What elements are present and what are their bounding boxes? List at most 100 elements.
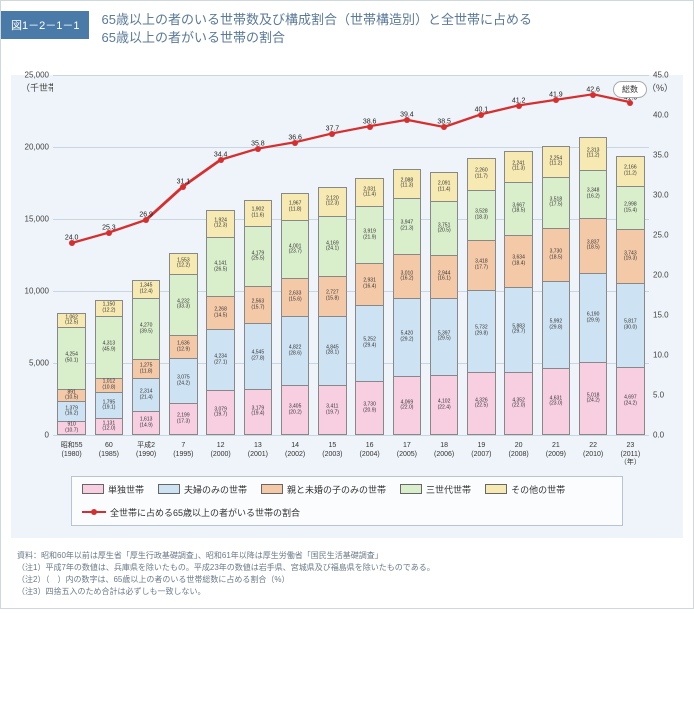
- note-line: （注1）平成7年の数値は、兵庫県を除いたもの。平成23年の数値は岩手県、宮城県及…: [17, 562, 677, 574]
- bar-segment-value: 4,845(28.1): [326, 345, 339, 356]
- bar-segment-value: 1,150(12.2): [102, 303, 115, 314]
- bar-segment-three: 3,919(21.9): [355, 207, 383, 263]
- legend-item-line: 全世帯に占める65歳以上の者がいる世帯の割合: [82, 506, 300, 519]
- x-tick: 16(2004): [351, 439, 388, 467]
- line-value-label: 36.6: [288, 134, 302, 141]
- bar-segment-value: 3,348(16.2): [587, 189, 600, 200]
- legend-item-single: 単独世帯: [82, 483, 144, 496]
- bar-column: 2,260(11.7)3,528(18.3)3,418(17.7)5,732(2…: [463, 158, 500, 435]
- bar-segment-value: 1,795(19.1): [102, 400, 115, 411]
- bar-segment-three: 3,348(16.2): [579, 171, 607, 219]
- plot-region: 05,00010,00015,00020,00025,0000.05.010.0…: [53, 75, 649, 435]
- bar-segment-value: 3,179(19.4): [251, 406, 264, 417]
- bar-segment-three: 4,254(50.1): [57, 328, 85, 389]
- bar-segment-single: 3,411(19.7): [318, 386, 346, 435]
- bar-segment-value: 1,131(12.0): [102, 421, 115, 432]
- bar-segment-couple: 5,817(30.0): [616, 284, 644, 368]
- y-right-tick: 5.0: [649, 391, 664, 400]
- y-right-axis-label: （%）: [647, 81, 673, 94]
- bar-segment-single: 5,018(24.2): [579, 363, 607, 435]
- figure-title-line1: 65歳以上の者のいる世帯数及び構成割合（世帯構造別）と全世帯に占める: [101, 12, 531, 27]
- bar-segment-other: 1,062(12.5): [57, 313, 85, 328]
- bar-segment-value: 1,636(12.9): [177, 342, 190, 353]
- bar-segment-other: 2,241(11.3): [504, 151, 532, 183]
- x-tick: 18(2006): [426, 439, 463, 467]
- bar-segment-three: 3,947(21.3): [393, 199, 421, 256]
- bar-segment-couple: 6,190(29.9): [579, 274, 607, 363]
- bar-segment-value: 910(10.7): [65, 423, 78, 434]
- bar-column: 1,924(12.3)4,141(26.5)2,268(14.5)4,234(2…: [202, 210, 239, 435]
- bar-column: 2,091(11.4)3,751(20.5)2,944(16.1)5,397(2…: [426, 172, 463, 435]
- bar-segment-value: 2,241(11.3): [512, 161, 525, 172]
- bar-segment-value: 3,730(18.5): [549, 250, 562, 261]
- bar-column: 1,902(11.6)4,179(25.5)2,563(15.7)4,545(2…: [239, 200, 276, 436]
- bar-segment-parent: 2,563(15.7): [244, 287, 272, 324]
- bar-segment-value: 2,120(12.3): [326, 196, 339, 207]
- line-value-label: 39.4: [400, 112, 414, 119]
- bar-segment-single: 910(10.7): [57, 422, 85, 435]
- line-value-label: 35.8: [251, 141, 265, 148]
- x-tick: 平成2(1990): [128, 439, 165, 467]
- y-right-tick: 10.0: [649, 351, 669, 360]
- bar-segment-value: 2,998(15.4): [624, 203, 637, 214]
- bar-segment-parent: 2,268(14.5): [206, 297, 234, 330]
- bar-segment-value: 4,631(23.0): [549, 396, 562, 407]
- bar-segment-other: 2,088(11.3): [393, 169, 421, 199]
- bar-segment-other: 2,166(11.2): [616, 156, 644, 187]
- source-notes: 資料：昭和60年以前は厚生省「厚生行政基礎調査」、昭和61年以降は厚生労働省「国…: [1, 546, 693, 600]
- bar-segment-value: 4,141(26.5): [214, 262, 227, 273]
- bar-segment-value: 4,232(33.3): [177, 299, 190, 310]
- bar-segment-three: 4,001(23.7): [281, 221, 309, 279]
- bar-segment-other: 1,967(11.8): [281, 193, 309, 221]
- bar-segment-value: 3,075(24.2): [177, 376, 190, 387]
- bar-segment-value: 1,902(11.6): [252, 208, 265, 219]
- bar-segment-value: 2,314(21.4): [140, 390, 153, 401]
- gridline: [53, 75, 649, 76]
- y-right-tick: 40.0: [649, 111, 669, 120]
- x-tick: 12(2000): [202, 439, 239, 467]
- bar-segment-value: 3,667(18.5): [512, 203, 525, 214]
- bar-segment-value: 4,352(22.0): [512, 398, 525, 409]
- bar-segment-other: 1,902(11.6): [244, 200, 272, 227]
- x-tick: 23(2011) （年）: [612, 439, 649, 467]
- bar-segment-other: 2,091(11.4): [430, 172, 458, 202]
- bar-segment-couple: 4,845(28.1): [318, 317, 346, 387]
- bar-segment-parent: 2,633(15.6): [281, 279, 309, 317]
- figure-card: 図1－2－1－1 65歳以上の者のいる世帯数及び構成割合（世帯構造別）と全世帯に…: [0, 0, 694, 609]
- bar-segment-single: 4,069(22.0): [393, 377, 421, 436]
- x-axis-ticks: 昭和55(1980)60(1985)平成2(1990)7(1995)12(200…: [53, 439, 649, 467]
- bar-segment-value: 4,697(24.2): [624, 396, 637, 407]
- bar-segment-value: 4,313(45.9): [102, 342, 115, 353]
- bar-segment-value: 2,563(15.7): [251, 300, 264, 311]
- bar-segment-three: 4,141(26.5): [206, 238, 234, 298]
- bar-segment-value: 3,730(20.9): [363, 403, 376, 414]
- line-value-label: 31.1: [177, 178, 191, 185]
- bar-column: 2,166(11.2)2,998(15.4)3,743(19.3)5,817(3…: [612, 156, 649, 436]
- y-left-tick: 25,000: [25, 71, 53, 80]
- bar-segment-couple: 5,420(29.2): [393, 299, 421, 377]
- bar-segment-parent: 1,275(11.8): [132, 360, 160, 378]
- bar-segment-value: 1,345(12.4): [140, 284, 153, 295]
- line-value-label: 37.7: [326, 125, 340, 132]
- gridline: [53, 435, 649, 436]
- bar-column: 1,553(12.2)4,232(33.3)1,636(12.9)3,075(2…: [165, 253, 202, 436]
- bar-segment-parent: 2,944(16.1): [430, 256, 458, 298]
- y-right-tick: 20.0: [649, 271, 669, 280]
- legend-label: 三世代世帯: [426, 483, 471, 496]
- line-value-label: 26.9: [139, 212, 153, 219]
- figure-title: 65歳以上の者のいる世帯数及び構成割合（世帯構造別）と全世帯に占める 65歳以上…: [101, 11, 531, 47]
- bar-segment-value: 4,254(50.1): [65, 353, 78, 364]
- bar-segment-value: 4,234(27.1): [214, 355, 227, 366]
- bar-segment-parent: 3,634(18.4): [504, 236, 532, 288]
- legend-line-key: [82, 511, 106, 513]
- bar-segment-couple: 5,883(29.7): [504, 288, 532, 373]
- bar-column: 2,120(12.3)4,169(24.1)2,727(15.8)4,845(2…: [314, 187, 351, 436]
- x-tick: 7(1995): [165, 439, 202, 467]
- x-tick: 15(2003): [314, 439, 351, 467]
- bar-segment-three: 3,528(18.3): [467, 191, 495, 242]
- bar-segment-couple: 2,314(21.4): [132, 379, 160, 412]
- legend-swatch: [261, 484, 283, 494]
- bar-segment-single: 4,326(22.5): [467, 373, 495, 435]
- y-left-tick: 15,000: [25, 215, 53, 224]
- bar-segment-value: 5,732(29.8): [475, 326, 488, 337]
